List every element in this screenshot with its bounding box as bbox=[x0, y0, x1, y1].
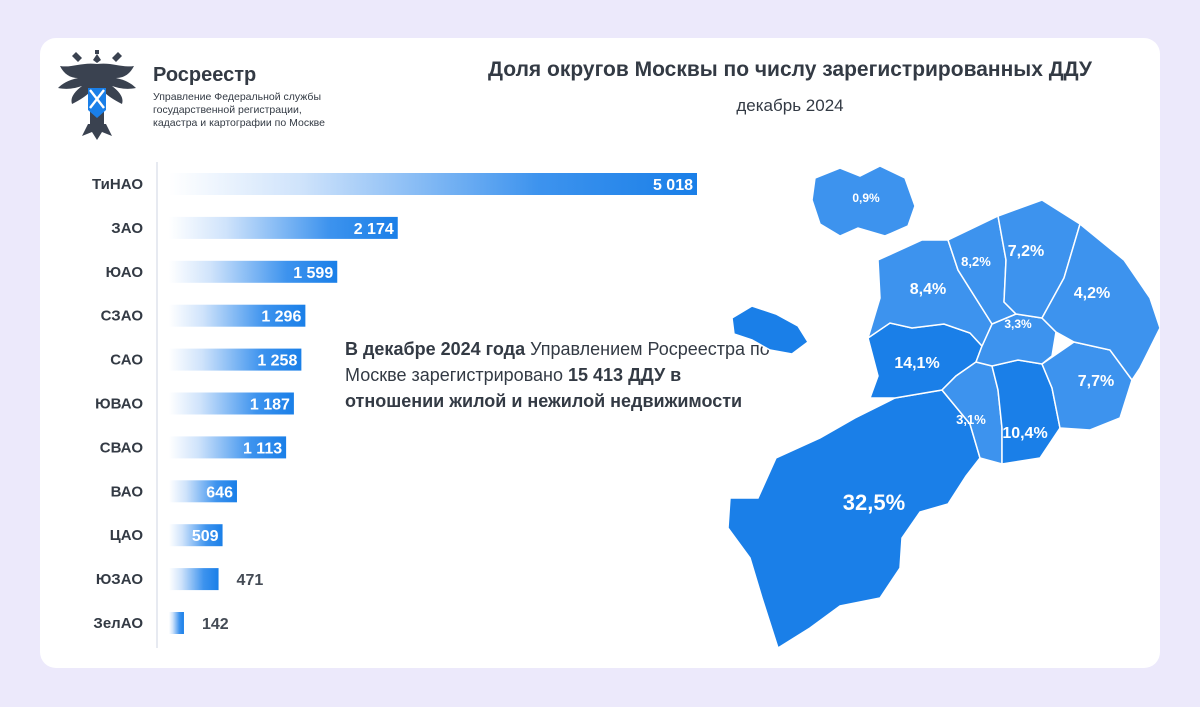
value-label: 2 174 bbox=[354, 221, 394, 238]
bar bbox=[169, 348, 302, 371]
bar bbox=[169, 568, 219, 591]
map-label-sao: 8,2% bbox=[961, 254, 991, 269]
map-district-vao bbox=[1041, 222, 1160, 382]
map-label-yuvao: 7,7% bbox=[1078, 373, 1114, 390]
brand-desc-line: кадастра и картографии по Москве bbox=[153, 117, 325, 129]
bar bbox=[169, 173, 697, 195]
value-label: 142 bbox=[202, 616, 229, 633]
category-label: САО bbox=[110, 352, 143, 369]
bar bbox=[169, 392, 294, 415]
bar-chart: ТиНАО 5 018 ЗАО 2 174 ЮАО 1 599 СЗАО 1 296 САО 1 … bbox=[92, 162, 697, 648]
brand-desc-line: государственной регистрации, bbox=[153, 104, 302, 116]
chart-title: Доля округов Москвы по числу зарегистрир… bbox=[488, 58, 1092, 81]
map-label-szao: 8,4% bbox=[910, 281, 946, 298]
bar bbox=[169, 524, 223, 547]
category-label: ЮЗАО bbox=[96, 571, 144, 588]
category-label: ЦАО bbox=[110, 527, 144, 544]
brand-desc-line: Управление Федеральной службы bbox=[153, 91, 321, 103]
value-label: 509 bbox=[192, 528, 219, 545]
rosreestr-emblem-icon bbox=[58, 50, 136, 140]
bar bbox=[169, 216, 398, 239]
summary-text: Управлением Росреестра по Москве зарегис… bbox=[345, 339, 770, 385]
map-label-tsao: 3,3% bbox=[1004, 317, 1032, 331]
category-label: ЮАО bbox=[106, 264, 144, 281]
map-label-zelao: 0,9% bbox=[852, 191, 880, 205]
category-label: ЗАО bbox=[111, 220, 143, 237]
map-label-svao: 7,2% bbox=[1008, 243, 1044, 260]
brand-name: Росреестр bbox=[153, 64, 257, 86]
value-label: 1 599 bbox=[293, 265, 333, 282]
map-district-zelao bbox=[811, 165, 916, 237]
map-district-tinao bbox=[727, 389, 981, 650]
moscow-districts-map: 32,5% 14,1% 10,4% 8,4% 8,2% 7,7% 7,2% 4,… bbox=[727, 165, 1160, 650]
summary-bold-lead: В декабре 2024 года bbox=[345, 339, 526, 359]
category-label: ТиНАО bbox=[92, 176, 143, 193]
category-label: СВАО bbox=[100, 439, 144, 456]
brand-description: Управление Федеральной службы государств… bbox=[153, 91, 363, 130]
value-label: 1 296 bbox=[261, 309, 301, 326]
bar bbox=[169, 304, 306, 327]
map-label-yuzao: 3,1% bbox=[956, 412, 986, 427]
value-label: 1 187 bbox=[250, 397, 290, 414]
bar bbox=[169, 436, 287, 459]
category-label: ВАО bbox=[111, 483, 144, 500]
map-label-tinao: 32,5% bbox=[843, 490, 905, 515]
bar bbox=[169, 260, 338, 283]
value-label: 1 113 bbox=[243, 440, 282, 457]
map-label-vao: 4,2% bbox=[1074, 285, 1110, 302]
value-label: 646 bbox=[206, 484, 233, 501]
map-label-yuao: 10,4% bbox=[1002, 425, 1047, 442]
chart-subtitle: декабрь 2024 bbox=[736, 96, 844, 115]
bar bbox=[169, 480, 237, 503]
value-label: 5 018 bbox=[653, 177, 693, 194]
infographic-card: Росреестр Управление Федеральной службы … bbox=[40, 38, 1160, 668]
category-label: ЮВАО bbox=[95, 396, 143, 413]
value-label: 1 258 bbox=[257, 353, 297, 370]
map-label-zao: 14,1% bbox=[894, 355, 939, 372]
map-exclave-west bbox=[731, 305, 810, 355]
summary-callout: В декабре 2024 года Управлением Росреест… bbox=[345, 336, 775, 414]
summary-bold-total: 15 413 ДДУ в отношении жилой и нежилой н… bbox=[345, 365, 743, 411]
category-label: СЗАО bbox=[101, 308, 144, 325]
bar bbox=[169, 612, 184, 634]
value-label: 471 bbox=[237, 572, 264, 589]
category-label: ЗелАО bbox=[93, 615, 143, 632]
